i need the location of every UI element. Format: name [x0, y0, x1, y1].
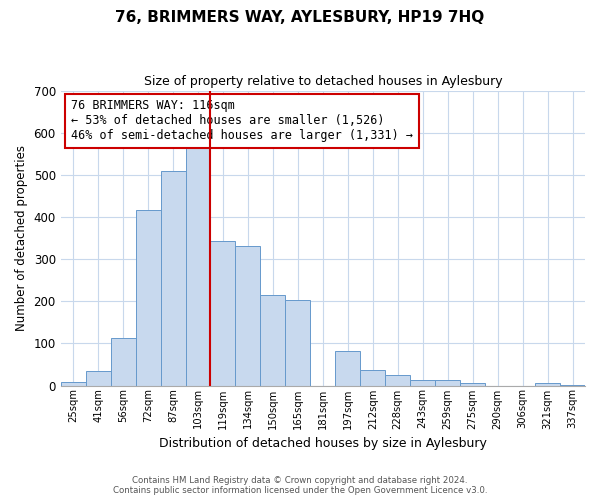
Title: Size of property relative to detached houses in Aylesbury: Size of property relative to detached ho… [143, 75, 502, 88]
Bar [560, 384, 585, 386]
Text: 76, BRIMMERS WAY, AYLESBURY, HP19 7HQ: 76, BRIMMERS WAY, AYLESBURY, HP19 7HQ [115, 10, 485, 25]
Bar [385, 375, 410, 386]
Bar [61, 382, 86, 386]
Bar [260, 295, 286, 386]
Text: Contains HM Land Registry data © Crown copyright and database right 2024.
Contai: Contains HM Land Registry data © Crown c… [113, 476, 487, 495]
Bar [161, 170, 185, 386]
Bar [435, 380, 460, 386]
Bar [410, 380, 435, 386]
Text: 76 BRIMMERS WAY: 116sqm
← 53% of detached houses are smaller (1,526)
46% of semi: 76 BRIMMERS WAY: 116sqm ← 53% of detache… [71, 100, 413, 142]
Y-axis label: Number of detached properties: Number of detached properties [15, 145, 28, 331]
Bar [335, 350, 360, 386]
X-axis label: Distribution of detached houses by size in Aylesbury: Distribution of detached houses by size … [159, 437, 487, 450]
Bar [86, 371, 110, 386]
Bar [535, 384, 560, 386]
Bar [235, 246, 260, 386]
Bar [110, 338, 136, 386]
Bar [286, 300, 310, 386]
Bar [136, 210, 161, 386]
Bar [211, 240, 235, 386]
Bar [360, 370, 385, 386]
Bar [460, 384, 485, 386]
Bar [185, 142, 211, 386]
